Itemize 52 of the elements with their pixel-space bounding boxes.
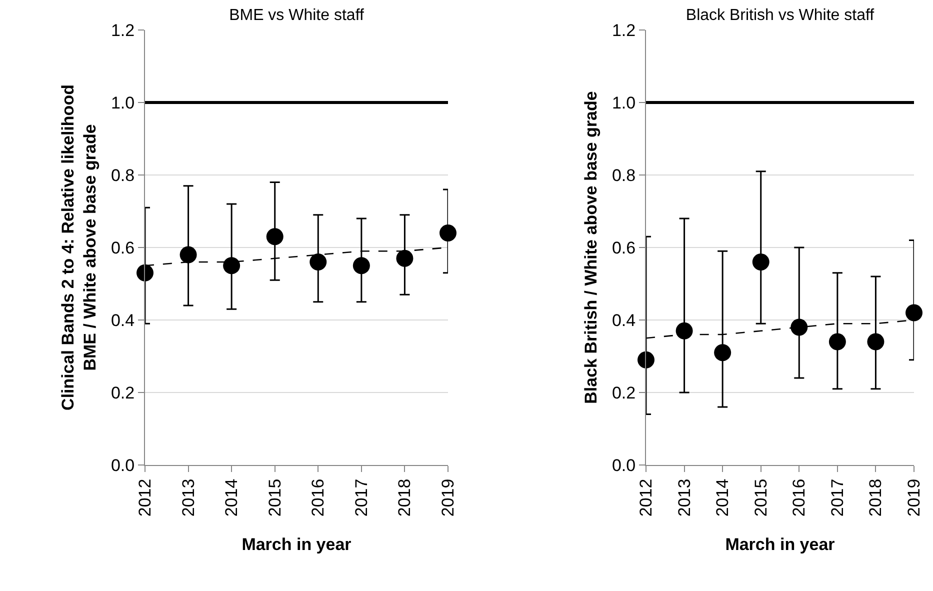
point (136, 264, 154, 282)
y-tick-label: 0.4 (612, 310, 636, 330)
point (790, 318, 808, 336)
point (752, 254, 770, 270)
x-tick-label: 2014 (222, 478, 242, 517)
point (266, 228, 284, 246)
y-tick-label: 1.2 (110, 20, 135, 40)
y-tick-label: 0.8 (612, 166, 636, 185)
point (396, 250, 414, 267)
y-axis-title: Clinical Bands 2 to 4: Relative likelihood BME / White above base grade (58, 84, 100, 410)
y-tick-label: 0.0 (110, 456, 135, 475)
point (828, 333, 846, 350)
point (352, 257, 370, 274)
x-tick-label: 2015 (265, 478, 284, 517)
point (906, 304, 922, 322)
y-tick-label: 0.6 (612, 238, 636, 258)
x-tick-label: 2013 (178, 478, 198, 517)
point (867, 333, 884, 350)
y-tick-label: 0.8 (110, 166, 135, 185)
point (676, 322, 693, 340)
point (440, 224, 456, 242)
x-tick-label: 2019 (904, 478, 924, 517)
point (714, 344, 732, 362)
x-tick-label: 2017 (828, 478, 847, 517)
x-axis-title: March in year (725, 535, 836, 554)
x-axis-title: March in year (242, 535, 352, 554)
x-tick-label: 2012 (636, 478, 656, 517)
y-axis-title: Black British / White above base grade (582, 91, 601, 404)
x-tick-label: 2016 (790, 478, 809, 517)
y-tick-label: 0.6 (110, 238, 135, 258)
x-tick-label: 2014 (713, 478, 732, 517)
x-tick-label: 2017 (352, 478, 371, 517)
chart-title: BME vs White staff (229, 7, 364, 24)
point (180, 246, 197, 264)
y-tick-label: 0.0 (612, 456, 636, 475)
y-tick-label: 0.2 (612, 383, 636, 402)
y-tick-label: 1.0 (612, 93, 636, 112)
x-tick-label: 2019 (438, 478, 458, 517)
chart-title: Black British vs White staff (686, 7, 875, 24)
x-tick-label: 2018 (395, 478, 414, 517)
point (223, 257, 240, 274)
point (638, 351, 654, 368)
y-tick-label: 0.2 (110, 383, 135, 402)
x-tick-label: 2016 (308, 478, 328, 517)
x-tick-label: 2015 (751, 478, 770, 517)
x-tick-label: 2012 (136, 478, 155, 517)
y-tick-label: 1.2 (612, 20, 636, 40)
x-tick-label: 2018 (866, 478, 886, 517)
y-tick-label: 0.4 (110, 310, 135, 330)
x-tick-label: 2013 (674, 478, 694, 517)
y-tick-label: 1.0 (110, 93, 135, 112)
point (310, 254, 327, 270)
